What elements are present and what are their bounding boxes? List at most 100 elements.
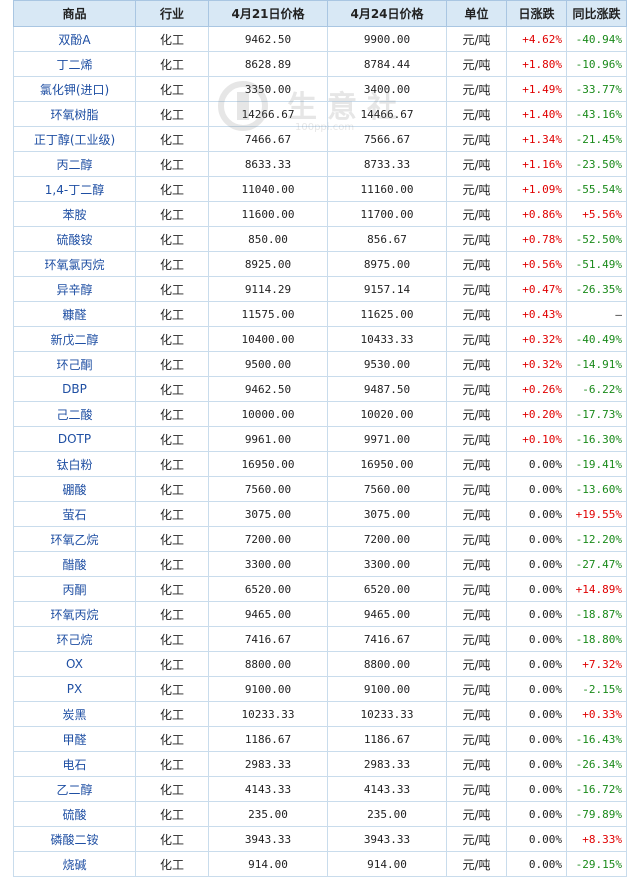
price-apr24-cell: 8784.44 xyxy=(327,51,447,77)
table-row: 乙二醇 化工 4143.33 4143.33 元/吨 0.00% -16.72% xyxy=(13,776,627,802)
commodity-name[interactable]: PX xyxy=(13,676,136,702)
table-row: 硼酸 化工 7560.00 7560.00 元/吨 0.00% -13.60% xyxy=(13,476,627,502)
table-row: 1,4-丁二醇 化工 11040.00 11160.00 元/吨 +1.09% -55.54… xyxy=(13,176,627,202)
unit-cell: 元/吨 xyxy=(446,501,507,527)
industry-cell: 化工 xyxy=(135,126,209,152)
commodity-name[interactable]: 硼酸 xyxy=(13,476,136,502)
industry-cell: 化工 xyxy=(135,601,209,627)
price-apr24-cell: 10233.33 xyxy=(327,701,447,727)
commodity-name[interactable]: 环己酮 xyxy=(13,351,136,377)
industry-cell: 化工 xyxy=(135,401,209,427)
commodity-name[interactable]: 糠醛 xyxy=(13,301,136,327)
price-apr21-cell: 7200.00 xyxy=(208,526,328,552)
daily-change-cell: 0.00% xyxy=(506,601,567,627)
price-apr21-cell: 7560.00 xyxy=(208,476,328,502)
industry-cell: 化工 xyxy=(135,376,209,402)
yoy-change-cell: -79.89% xyxy=(566,801,627,827)
commodity-name[interactable]: 甲醛 xyxy=(13,726,136,752)
commodity-name[interactable]: 正丁醇(工业级) xyxy=(13,126,136,152)
table-row: 环己烷 化工 7416.67 7416.67 元/吨 0.00% -18.80% xyxy=(13,626,627,652)
daily-change-cell: 0.00% xyxy=(506,576,567,602)
price-apr21-cell: 16950.00 xyxy=(208,451,328,477)
price-apr21-cell: 9114.29 xyxy=(208,276,328,302)
unit-cell: 元/吨 xyxy=(446,176,507,202)
industry-cell: 化工 xyxy=(135,101,209,127)
commodity-name[interactable]: 硫酸 xyxy=(13,801,136,827)
industry-cell: 化工 xyxy=(135,451,209,477)
commodity-name[interactable]: 双酚A xyxy=(13,26,136,52)
commodity-name[interactable]: 硫酸铵 xyxy=(13,226,136,252)
industry-cell: 化工 xyxy=(135,826,209,852)
commodity-name[interactable]: 钛白粉 xyxy=(13,451,136,477)
price-apr24-cell: 3075.00 xyxy=(327,501,447,527)
commodity-name[interactable]: 环氧氯丙烷 xyxy=(13,251,136,277)
commodity-name[interactable]: 己二酸 xyxy=(13,401,136,427)
commodity-name[interactable]: 环氧乙烷 xyxy=(13,526,136,552)
industry-cell: 化工 xyxy=(135,326,209,352)
daily-change-cell: +0.10% xyxy=(506,426,567,452)
price-apr21-cell: 14266.67 xyxy=(208,101,328,127)
commodity-name[interactable]: 萤石 xyxy=(13,501,136,527)
table-row: PX 化工 9100.00 9100.00 元/吨 0.00% -2.15% xyxy=(13,676,627,702)
commodity-name[interactable]: 环己烷 xyxy=(13,626,136,652)
table-row: 甲醛 化工 1186.67 1186.67 元/吨 0.00% -16.43% xyxy=(13,726,627,752)
daily-change-cell: +4.62% xyxy=(506,26,567,52)
price-apr24-cell: 16950.00 xyxy=(327,451,447,477)
industry-cell: 化工 xyxy=(135,26,209,52)
commodity-name[interactable]: 新戊二醇 xyxy=(13,326,136,352)
unit-cell: 元/吨 xyxy=(446,526,507,552)
unit-cell: 元/吨 xyxy=(446,551,507,577)
price-apr24-cell: 1186.67 xyxy=(327,726,447,752)
unit-cell: 元/吨 xyxy=(446,351,507,377)
industry-cell: 化工 xyxy=(135,251,209,277)
price-apr21-cell: 9465.00 xyxy=(208,601,328,627)
price-apr24-cell: 10433.33 xyxy=(327,326,447,352)
daily-change-cell: +0.86% xyxy=(506,201,567,227)
daily-change-cell: 0.00% xyxy=(506,851,567,877)
commodity-name[interactable]: DOTP xyxy=(13,426,136,452)
commodity-name[interactable]: 1,4-丁二醇 xyxy=(13,176,136,202)
yoy-change-cell: -14.91% xyxy=(566,351,627,377)
table-body: 双酚A 化工 9462.50 9900.00 元/吨 +4.62% -40.94% 丁二烯 化工… xyxy=(13,26,627,877)
unit-cell: 元/吨 xyxy=(446,151,507,177)
commodity-name[interactable]: 环氧丙烷 xyxy=(13,601,136,627)
commodity-name[interactable]: 丙酮 xyxy=(13,576,136,602)
commodity-name[interactable]: 异辛醇 xyxy=(13,276,136,302)
daily-change-cell: 0.00% xyxy=(506,701,567,727)
daily-change-cell: 0.00% xyxy=(506,501,567,527)
table-row: 丁二烯 化工 8628.89 8784.44 元/吨 +1.80% -10.96% xyxy=(13,51,627,77)
daily-change-cell: 0.00% xyxy=(506,776,567,802)
table-row: DOTP 化工 9961.00 9971.00 元/吨 +0.10% -16.30% xyxy=(13,426,627,452)
daily-change-cell: +1.09% xyxy=(506,176,567,202)
commodity-name[interactable]: 磷酸二铵 xyxy=(13,826,136,852)
commodity-name[interactable]: 苯胺 xyxy=(13,201,136,227)
unit-cell: 元/吨 xyxy=(446,26,507,52)
commodity-name[interactable]: 乙二醇 xyxy=(13,776,136,802)
commodity-name[interactable]: 炭黑 xyxy=(13,701,136,727)
yoy-change-cell: -18.87% xyxy=(566,601,627,627)
table-row: 丙酮 化工 6520.00 6520.00 元/吨 0.00% +14.89% xyxy=(13,576,627,602)
yoy-change-cell: -55.54% xyxy=(566,176,627,202)
price-apr24-cell: 914.00 xyxy=(327,851,447,877)
industry-cell: 化工 xyxy=(135,201,209,227)
yoy-change-cell: -21.45% xyxy=(566,126,627,152)
price-apr21-cell: 9961.00 xyxy=(208,426,328,452)
commodity-name[interactable]: 丁二烯 xyxy=(13,51,136,77)
commodity-name[interactable]: 电石 xyxy=(13,751,136,777)
table-row: 醋酸 化工 3300.00 3300.00 元/吨 0.00% -27.47% xyxy=(13,551,627,577)
price-apr24-cell: 8975.00 xyxy=(327,251,447,277)
commodity-name[interactable]: 醋酸 xyxy=(13,551,136,577)
price-apr21-cell: 11600.00 xyxy=(208,201,328,227)
commodity-name[interactable]: 烧碱 xyxy=(13,851,136,877)
commodity-name[interactable]: 环氧树脂 xyxy=(13,101,136,127)
header-yoy-change: 同比涨跌 xyxy=(566,0,627,27)
commodity-name[interactable]: 氯化钾(进口) xyxy=(13,76,136,102)
commodity-name[interactable]: OX xyxy=(13,651,136,677)
industry-cell: 化工 xyxy=(135,651,209,677)
price-apr24-cell: 14466.67 xyxy=(327,101,447,127)
commodity-name[interactable]: DBP xyxy=(13,376,136,402)
price-apr21-cell: 3300.00 xyxy=(208,551,328,577)
commodity-name[interactable]: 丙二醇 xyxy=(13,151,136,177)
yoy-change-cell: -18.80% xyxy=(566,626,627,652)
